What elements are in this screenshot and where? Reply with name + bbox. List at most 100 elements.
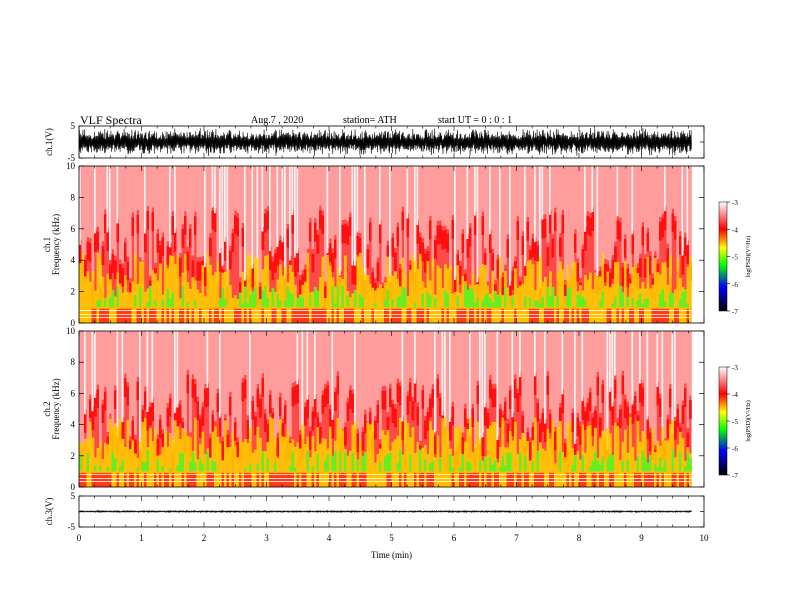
spectrum-band-low [281,472,285,487]
spectrum-band-red [446,233,450,253]
spectrum-band-yellow [609,287,612,309]
spectrum-band-red [211,414,215,434]
spectrum-band-yellow [451,293,455,309]
spectrum-band-low [86,472,90,487]
spectrum-band-green [314,287,317,308]
spectrum-band-red [466,239,470,258]
spectrum-band-low [419,308,422,323]
spectrum-band-green [111,452,115,472]
spectrum-band-green [384,299,387,308]
spectrum-band-red [186,374,190,394]
spectrum-band-pink [269,331,272,391]
spectrum-band-red [484,253,487,272]
spectrum-band-green [619,285,622,308]
spectrum-band-green [121,460,125,472]
spectrum-band-low [309,472,312,487]
spectrum-band-green [466,290,470,308]
spectrum-band-green [309,293,312,308]
spectrum-streak-white [541,166,544,236]
spectrum-band-green [364,451,367,472]
spectrum-band-red [111,254,115,273]
spectrum-band-low [196,472,200,487]
spectrum-band-low [151,472,155,487]
spectrum-band-green [359,293,362,308]
spectrum-band-low [624,308,627,323]
spectrum-band-red [319,210,322,230]
spectrum-band-red [381,390,385,410]
spectrum-band-green [489,298,492,308]
spectrum-band-green [396,462,400,472]
spectrum-streak-white [94,166,96,235]
spectrum-streak-white [296,331,299,394]
spectrum-band-yellow [134,453,137,473]
spectrum-band-pink [96,166,100,227]
spectrum-band-pink [164,331,167,444]
spectrum-streak-white [91,331,94,418]
spectrum-band-yellow [531,440,535,473]
spectrum-band-yellow [674,289,677,309]
spectrum-band-low [91,472,95,487]
spectrum-band-yellow [406,422,410,473]
spectrum-band-red [96,389,100,409]
spectrum-band-yellow [494,421,497,473]
spectrum-band-red [181,228,185,248]
spectrum-band-pink [299,166,302,275]
spectrum-band-pink [459,331,462,427]
spectrum-band-low [154,472,157,487]
spectrum-band-yellow [119,417,122,473]
spectrum-band-red [409,382,412,402]
spectrum-band-red [191,260,195,279]
spectrum-band-red [104,214,107,234]
spectrum-band-low [644,308,647,323]
spectrum-band-green [671,449,675,472]
spectrum-band-red [674,420,677,440]
spectrum-band-pink [486,166,490,282]
spectrum-band-green [261,290,265,308]
spectrum-band-red [659,398,662,417]
spectrum-band-pink [421,166,425,238]
spectrum-streak-white [121,331,124,424]
spectrum-band-pink [259,166,262,283]
spectrum-band-red [104,391,107,411]
spectrum-band-green [244,468,247,472]
spectrum-band-low [626,308,630,323]
spectrum-band-red [176,407,180,427]
spectrum-band-yellow [339,276,342,309]
spectrum-band-low [571,472,575,487]
spectrum-band-yellow [371,287,375,309]
spectrum-band-pink [79,331,82,444]
spectrum-band-low [101,308,105,323]
spectrum-streak-white [639,331,641,384]
spectrum-band-green [529,297,532,308]
spectrum-band-red [591,417,595,437]
spectrum-band-yellow [254,257,257,309]
spectrum-band-low [484,472,487,487]
spectrum-band-pink [381,331,385,387]
spectrum-band-pink [676,331,680,404]
spectrum-band-yellow [419,253,422,309]
spectrum-band-pink [521,166,525,232]
spectrum-band-pink [659,331,662,394]
spectrum-band-pink [436,166,440,221]
spectrum-band-green [189,461,192,472]
spectrum-band-pink [146,166,150,207]
spectrum-band-green [119,466,122,472]
ytick-label: 6 [71,388,76,398]
spectrum-band-low [509,308,512,323]
spectrum-streak-white [406,166,409,231]
spectrum-band-red [686,245,690,264]
spectrum-band-red [121,422,125,441]
spectrum-band-red [516,221,520,240]
spectrum-band-pink [684,166,687,233]
spectrum-band-yellow [591,289,595,309]
spectrum-band-pink [374,166,377,279]
spectrum-band-low [281,308,285,323]
spectrum-band-yellow [129,292,132,309]
spectrum-streak-white [469,331,471,453]
spectrum-band-pink [569,166,572,277]
spectrum-band-low [256,308,260,323]
spectrum-band-low [321,472,325,487]
spectrum-band-green [96,299,100,308]
spectrum-band-red [269,251,272,270]
spectrum-band-low [214,308,217,323]
